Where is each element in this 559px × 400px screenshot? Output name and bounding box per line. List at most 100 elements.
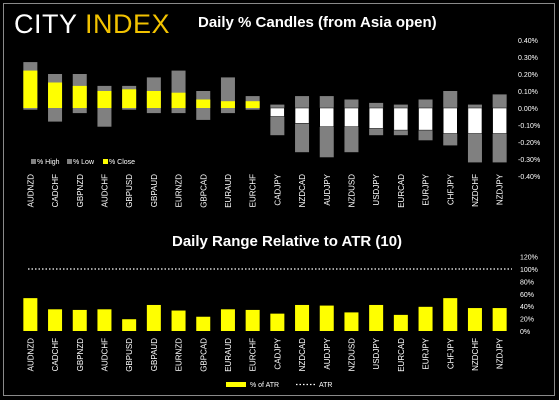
atr-x-tick-label-gbpusd: GBPUSD [125, 338, 134, 372]
atr-x-tick-label-cadchf: CADCHF [51, 338, 60, 371]
atr-bar-audjpy [319, 305, 334, 331]
x-tick-label-cadchf: CADCHF [51, 174, 60, 207]
logo-part-city: CITY [14, 9, 86, 39]
atr-x-tick-label-nzdusd: NZDUSD [347, 338, 356, 372]
atr-bar-eurnzd [171, 310, 186, 331]
x-tick-label-gbpaud: GBPAUD [150, 174, 159, 207]
x-tick-label-audchf: AUDCHF [100, 174, 109, 207]
atr-x-tick-label-eurchf: EURCHF [249, 338, 258, 371]
y-tick-label-0-40: 0.40% [518, 38, 538, 45]
high-bar-nzdusd [344, 99, 359, 108]
close-bar-nzdchf [467, 107, 483, 134]
atr-bar-nzdusd [344, 312, 359, 331]
close-bar-eurchf [245, 101, 260, 108]
close-bar-nzdjpy [492, 107, 507, 134]
atr-bar-eurchf [245, 309, 260, 331]
x-tick-label-chfjpy: CHFJPY [446, 173, 455, 205]
y-tick-label-0-30: -0.30% [518, 157, 540, 164]
x-tick-label-nzdcad: NZDCAD [298, 174, 307, 208]
high-bar-euraud [220, 77, 235, 108]
low-bar-eurchf [245, 108, 260, 110]
x-tick-label-nzdchf: NZDCHF [471, 174, 480, 207]
high-bar-audjpy [319, 96, 334, 108]
low-bar-audnzd [23, 108, 38, 110]
low-bar-cadchf [48, 108, 63, 122]
x-tick-label-nzdusd: NZDUSD [347, 174, 356, 208]
close-bar-eurcad [393, 107, 409, 131]
atr-bar-usdjpy [369, 304, 384, 331]
legend-label-pct-of-atr: % of ATR [250, 382, 279, 389]
legend-swatch-close [103, 159, 108, 164]
atr-bar-cadchf [48, 309, 63, 331]
close-bar-eurnzd [171, 92, 186, 108]
city-index-logo: CITY INDEX [14, 9, 170, 40]
low-bar-gbpaud [146, 108, 161, 114]
atr-y-tick-label-20: 20% [520, 317, 534, 324]
atr-chart-title: Daily Range Relative to ATR (10) [172, 233, 403, 250]
x-tick-label-gbpnzd: GBPNZD [76, 174, 85, 208]
legend-label-high: % High [37, 159, 60, 166]
low-bar-eurnzd [171, 108, 186, 114]
atr-y-tick-label-60: 60% [520, 292, 534, 299]
close-bar-eurjpy [418, 107, 433, 131]
x-tick-label-usdjpy: USDJPY [372, 173, 381, 205]
x-tick-label-eurcad: EURCAD [397, 174, 406, 208]
y-tick-label-0-10: 0.10% [518, 89, 538, 96]
atr-x-tick-label-eurnzd: EURNZD [175, 338, 184, 372]
x-tick-label-nzdjpy: NZDJPY [496, 173, 505, 205]
atr-y-tick-label-40: 40% [520, 304, 534, 311]
atr-x-tick-label-eurjpy: EURJPY [422, 337, 431, 369]
atr-x-tick-label-usdjpy: USDJPY [372, 337, 381, 369]
x-tick-label-eurnzd: EURNZD [175, 174, 184, 208]
high-bar-chfjpy [443, 91, 458, 108]
atr-bar-nzdchf [467, 308, 482, 331]
x-tick-label-eurjpy: EURJPY [422, 173, 431, 205]
close-bar-gbpcad [196, 99, 211, 108]
atr-x-tick-label-nzdjpy: NZDJPY [496, 337, 505, 369]
legend-swatch-pct-of-atr [226, 382, 246, 387]
atr-bar-euraud [220, 309, 235, 331]
atr-bar-chfjpy [443, 298, 458, 331]
atr-bar-nzdjpy [492, 308, 507, 331]
atr-x-tick-label-nzdchf: NZDCHF [471, 338, 480, 371]
high-bar-eurjpy [418, 99, 433, 108]
close-bar-gbpaud [146, 91, 161, 108]
atr-x-tick-label-audjpy: AUDJPY [323, 337, 332, 369]
atr-bar-eurcad [393, 314, 408, 331]
atr-x-tick-label-audnzd: AUDNZD [26, 338, 35, 372]
low-bar-gbpnzd [72, 108, 87, 114]
high-bar-nzdchf [467, 104, 482, 108]
atr-y-tick-label-100: 100% [520, 267, 538, 274]
legend-label-atr: ATR [319, 382, 332, 389]
atr-bar-cadjpy [270, 313, 285, 331]
legend-label-close: % Close [109, 159, 135, 166]
y-tick-label-0-20: -0.20% [518, 140, 540, 147]
legend-swatch-high [31, 159, 36, 164]
atr-bar-audnzd [23, 298, 38, 331]
atr-x-tick-label-gbpnzd: GBPNZD [76, 338, 85, 372]
close-bar-euraud [220, 101, 235, 108]
atr-bar-gbpnzd [72, 309, 87, 331]
close-bar-chfjpy [443, 107, 458, 134]
low-bar-audchf [97, 108, 112, 127]
low-bar-gbpcad [196, 108, 211, 120]
atr-x-tick-label-chfjpy: CHFJPY [446, 337, 455, 369]
atr-bar-gbpcad [196, 316, 211, 331]
close-bar-audchf [97, 91, 112, 108]
close-bar-cadjpy [270, 107, 285, 117]
high-bar-eurcad [393, 104, 408, 108]
close-bar-cadchf [48, 82, 63, 108]
atr-bar-gbpaud [146, 304, 161, 331]
high-bar-nzdcad [295, 96, 310, 108]
atr-x-tick-label-eurcad: EURCAD [397, 338, 406, 372]
x-tick-label-gbpusd: GBPUSD [125, 174, 134, 208]
candles-chart-title: Daily % Candles (from Asia open) [198, 14, 437, 31]
high-bar-usdjpy [369, 102, 384, 108]
atr-x-tick-label-cadjpy: CADJPY [273, 337, 282, 369]
y-tick-label-0-10: -0.10% [518, 123, 540, 130]
atr-y-tick-label-80: 80% [520, 279, 534, 286]
high-bar-cadjpy [270, 104, 285, 108]
atr-x-tick-label-gbpaud: GBPAUD [150, 338, 159, 371]
legend-label-low: % Low [73, 159, 95, 166]
